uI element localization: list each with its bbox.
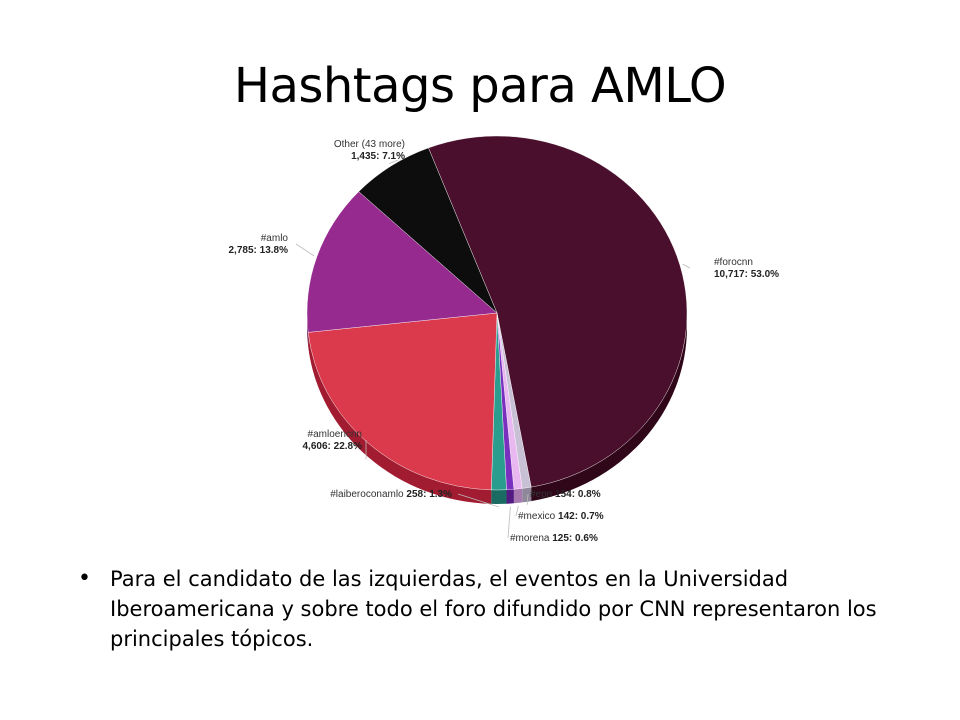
pie-3d-sides [307, 313, 687, 504]
pie-labels: #forocnn 10,717: 53.0% #epn 154: 0.8% #mexi… [229, 139, 780, 544]
pie-slice-amloencnn [307, 312, 498, 491]
pie-label-morena: #morena 125: 0.6% [510, 533, 598, 544]
pie-leader-laiberoconamlo [457, 493, 500, 508]
pie-label-amlo: #amlo 2,785: 13.8% [229, 233, 289, 256]
pie-label-mexico: #mexico 142: 0.7% [518, 511, 604, 522]
pie-leader-forocnn [682, 263, 691, 269]
pie-leader-morena [507, 506, 511, 539]
pie-side-amlo [307, 313, 309, 347]
pie-side-epn [522, 487, 532, 503]
bullet-marker: • [78, 566, 91, 591]
bullet-item: • Para el candidato de las izquierdas, e… [78, 564, 918, 654]
pie-slice-amlo [306, 191, 498, 333]
pie-label-amloencnn: #amloencnn 4,606: 22.8% [303, 429, 363, 452]
pie-leader-mexico [515, 505, 519, 517]
pie-side-laiberoconamlo [491, 489, 507, 504]
bullet-text: Para el candidato de las izquierdas, el … [110, 567, 877, 651]
pie-leader-other-43-more [389, 159, 399, 165]
pie-label-laiberoconamlo: #laiberoconamlo 258: 1.3% [330, 489, 452, 500]
pie-leader-amlo [295, 243, 315, 257]
pie-label-forocnn: #forocnn 10,717: 53.0% [714, 257, 779, 280]
pie-side-morena [506, 489, 514, 504]
pie-label-other-43-more: Other (43 more) 1,435: 7.1% [334, 139, 405, 162]
pie-chart: #forocnn 10,717: 53.0% #epn 154: 0.8% #mexi… [229, 135, 780, 544]
pie-side-forocnn [531, 313, 687, 502]
pie-label-epn: #epn 154: 0.8% [530, 489, 601, 500]
pie-leader-epn [526, 493, 529, 505]
pie-side-amloencnn [308, 332, 492, 504]
pie-slice-forocnn [428, 135, 688, 488]
pie-slices [306, 135, 688, 491]
slide-title: Hashtags para AMLO [233, 58, 727, 114]
pie-slice-other-43-more [358, 147, 498, 314]
pie-side-mexico [513, 488, 523, 504]
pie-leader-lines [295, 159, 691, 539]
